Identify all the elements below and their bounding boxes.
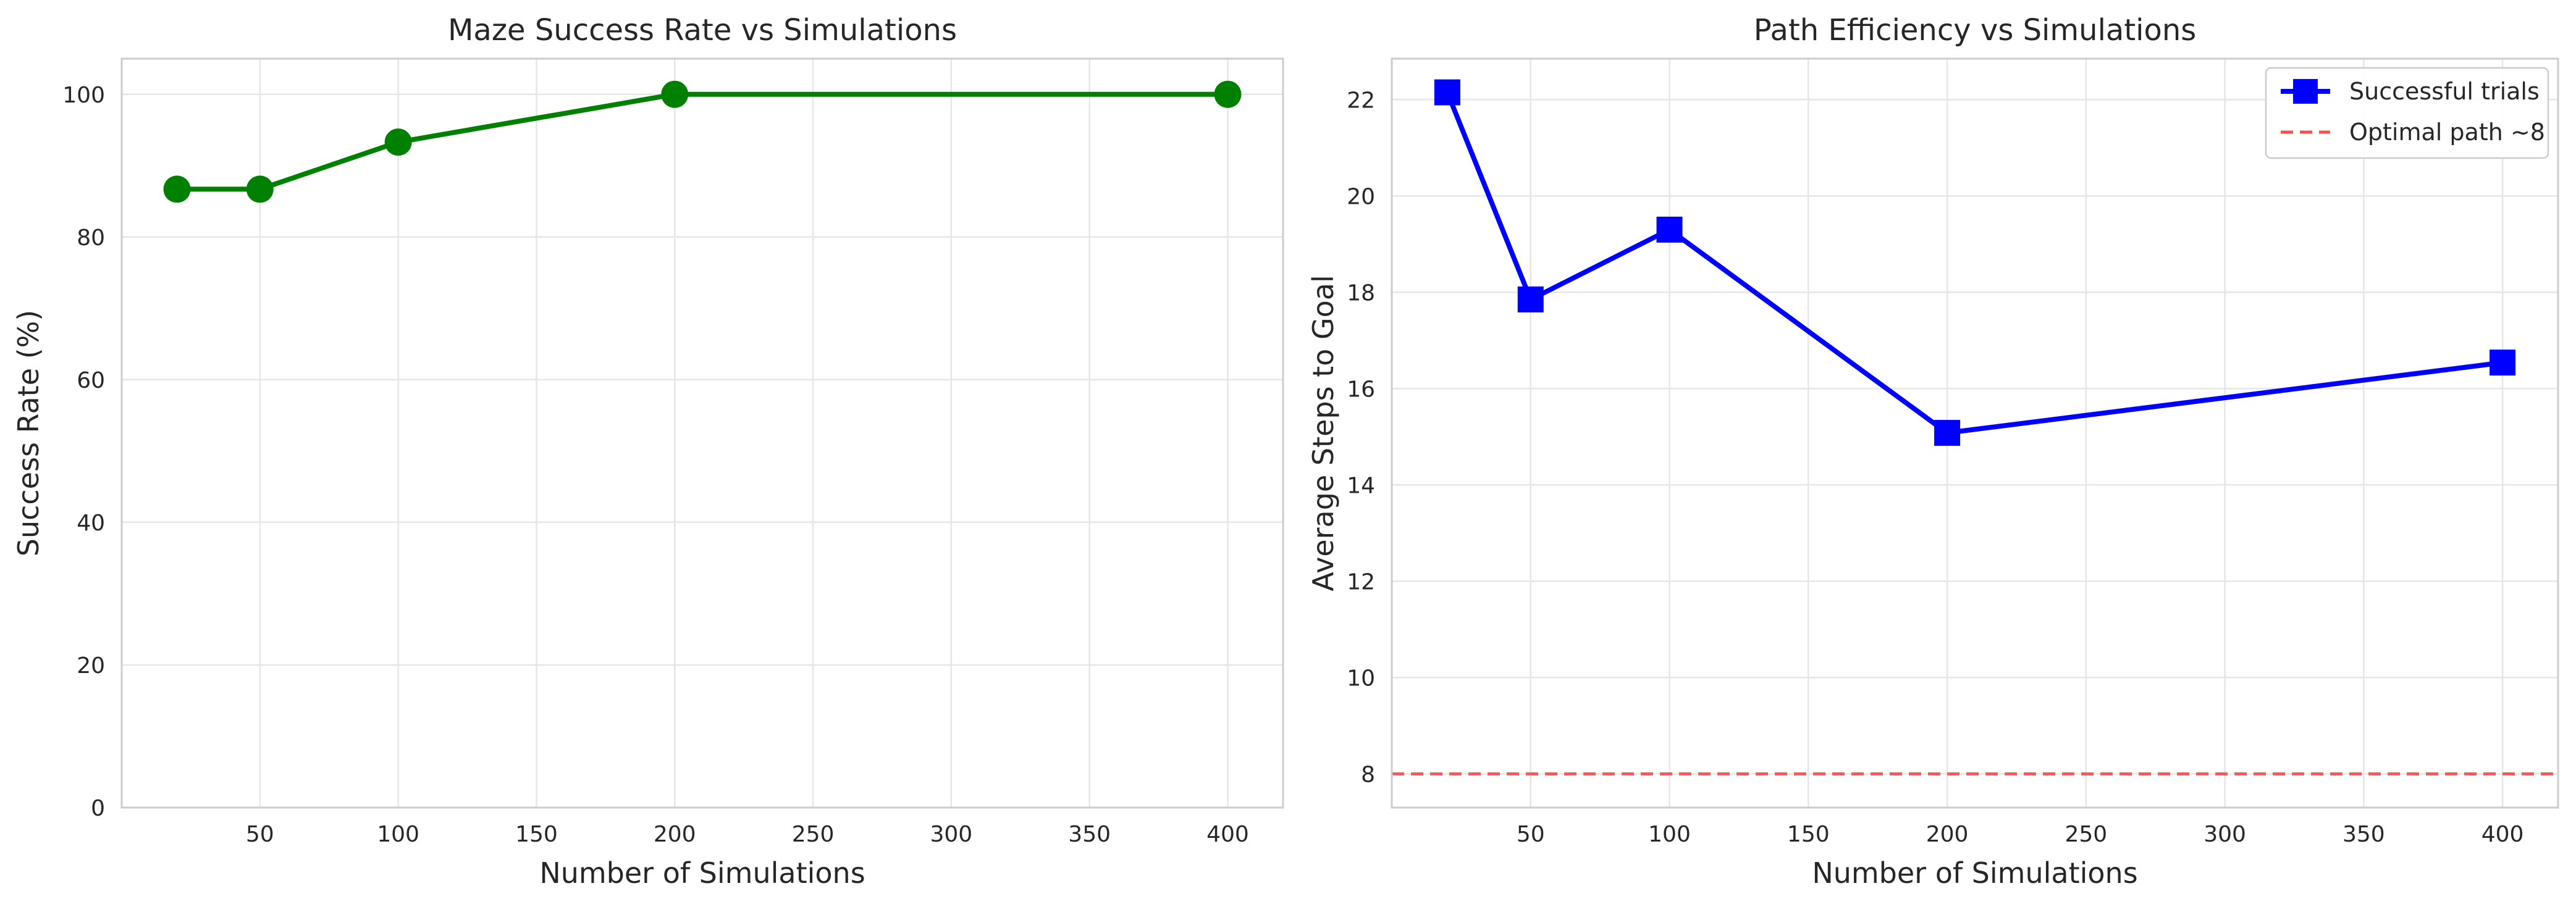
x-tick-label: 200 xyxy=(654,822,696,847)
axes-frame xyxy=(1391,57,2559,809)
y-tick-label: 8 xyxy=(1361,762,1375,787)
chart-panel-1: 50 100 150 200 250 300 350 400 0 20 40 60 80 100 Maze … xyxy=(12,13,1284,890)
chart-title: Maze Success Rate vs Simulations xyxy=(448,13,957,48)
y-tick-label: 22 xyxy=(1347,88,1375,113)
y-axis-label: Average Steps to Goal xyxy=(1307,275,1340,591)
x-tick-label: 50 xyxy=(1517,822,1545,847)
plot-area xyxy=(122,59,1283,808)
y-tick-label: 0 xyxy=(91,796,105,821)
x-axis-label: Number of Simulations xyxy=(539,856,865,890)
x-tick-label: 350 xyxy=(1068,822,1111,847)
data-point xyxy=(1934,420,1961,446)
y-tick-label: 20 xyxy=(1347,184,1375,209)
data-point xyxy=(384,128,412,156)
data-point xyxy=(1214,80,1242,108)
legend-label: Optimal path ~8 xyxy=(2349,119,2545,146)
y-tick-label: 100 xyxy=(62,83,105,108)
y-tick-label: 10 xyxy=(1347,666,1375,691)
x-tick-label: 200 xyxy=(1926,822,1969,847)
axes-frame xyxy=(120,57,1284,809)
legend: Successful trials Optimal path ~8 xyxy=(2265,67,2549,159)
y-tick-label: 20 xyxy=(77,653,105,679)
x-tick-label: 100 xyxy=(1648,822,1691,847)
x-tick-label: 300 xyxy=(930,822,972,847)
x-tick-label: 50 xyxy=(246,822,274,847)
x-tick-label: 350 xyxy=(2342,822,2385,847)
legend-box xyxy=(2265,67,2549,159)
y-tick-label: 14 xyxy=(1347,473,1375,498)
x-tick-label: 400 xyxy=(2481,822,2524,847)
y-tick-label: 60 xyxy=(77,368,105,393)
legend-series-marker xyxy=(2293,79,2318,104)
x-tick-label: 250 xyxy=(792,822,835,847)
y-tick-label: 40 xyxy=(77,511,105,536)
y-tick-label: 16 xyxy=(1347,377,1375,402)
x-tick-label: 300 xyxy=(2203,822,2246,847)
x-tick-label: 150 xyxy=(1787,822,1830,847)
data-point xyxy=(2490,349,2516,376)
y-tick-label: 80 xyxy=(77,225,105,251)
plot-area xyxy=(1392,59,2558,808)
y-axis-label: Success Rate (%) xyxy=(12,310,45,557)
y-tick-label: 12 xyxy=(1347,569,1375,595)
data-point xyxy=(163,175,191,203)
x-tick-label: 250 xyxy=(2065,822,2107,847)
legend-label: Successful trials xyxy=(2349,78,2540,105)
chart-title: Path Efficiency vs Simulations xyxy=(1754,13,2197,48)
data-point xyxy=(1656,216,1683,243)
data-point xyxy=(1517,286,1544,313)
y-tick-label: 18 xyxy=(1347,280,1375,306)
x-tick-label: 150 xyxy=(515,822,558,847)
x-tick-label: 100 xyxy=(377,822,419,847)
data-point xyxy=(1434,79,1460,106)
x-axis-label: Number of Simulations xyxy=(1812,856,2137,890)
data-point xyxy=(246,175,274,203)
data-point xyxy=(661,80,689,108)
chart-panel-2: 50 100 150 200 250 300 350 400 8 10 12 14 16 18 20 22 Pa… xyxy=(1307,13,2559,890)
x-tick-label: 400 xyxy=(1206,822,1249,847)
